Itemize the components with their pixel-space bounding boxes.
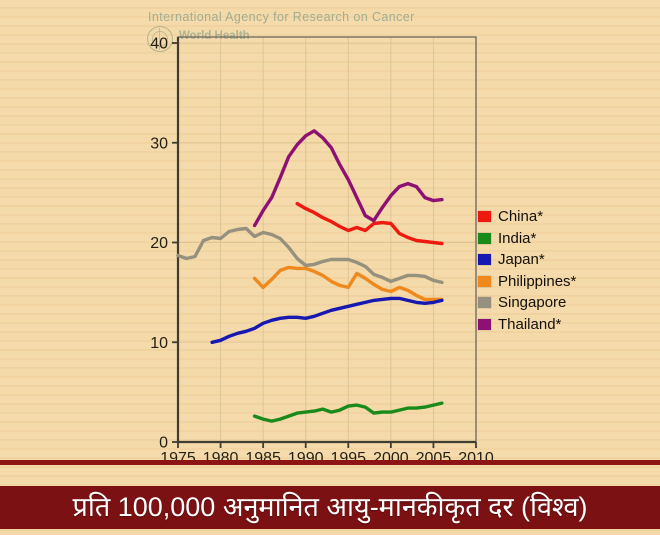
y-tick-label: 30 (150, 135, 168, 152)
y-tick-label: 40 (150, 36, 168, 53)
legend-item-thailand: Thailand* (478, 314, 576, 336)
caption-banner: प्रति 100,000 अनुमानित आयु-मानकीकृत दर (… (0, 486, 660, 529)
legend-item-china: China* (478, 206, 576, 228)
who-logo-icon (147, 26, 173, 52)
series-line-philippines (252, 265, 444, 302)
iarc-watermark-text: International Agency for Research on Can… (148, 10, 415, 24)
legend-label: Thailand* (498, 315, 562, 333)
chart-legend: China* India* Japan* Philippines* Singap… (478, 206, 576, 335)
legend-label: China* (498, 208, 544, 226)
series-line-china (295, 201, 444, 246)
plot-frame (177, 36, 477, 443)
y-tick-label: 20 (150, 235, 168, 252)
caption-text: प्रति 100,000 अनुमानित आयु-मानकीकृत दर (… (72, 492, 588, 522)
series-line-japan (210, 296, 444, 344)
legend-label: India* (498, 229, 537, 247)
legend-label: Japan* (498, 251, 545, 269)
legend-label: Singapore (498, 294, 567, 312)
china-swatch-icon (478, 211, 491, 223)
divider-line (0, 460, 660, 465)
legend-item-singapore: Singapore (478, 292, 576, 314)
india-swatch-icon (478, 232, 491, 244)
legend-item-japan: Japan* (478, 249, 576, 271)
legend-item-philippines: Philippines* (478, 271, 576, 293)
who-watermark-text: World Health (179, 30, 250, 42)
legend-item-india: India* (478, 228, 576, 250)
series-line-singapore (176, 226, 444, 285)
y-tick-label: 0 (159, 435, 168, 452)
philippines-swatch-icon (478, 275, 491, 287)
legend-label: Philippines* (498, 272, 577, 290)
thailand-swatch-icon (478, 318, 491, 330)
series-line-thailand (252, 129, 444, 228)
japan-swatch-icon (478, 254, 491, 266)
series-line-india (252, 401, 444, 423)
y-tick-label: 10 (150, 335, 168, 352)
singapore-swatch-icon (478, 297, 491, 309)
line-chart: 1975 1980 1985 1990 1995 2000 2005 201001020304… (150, 36, 494, 468)
